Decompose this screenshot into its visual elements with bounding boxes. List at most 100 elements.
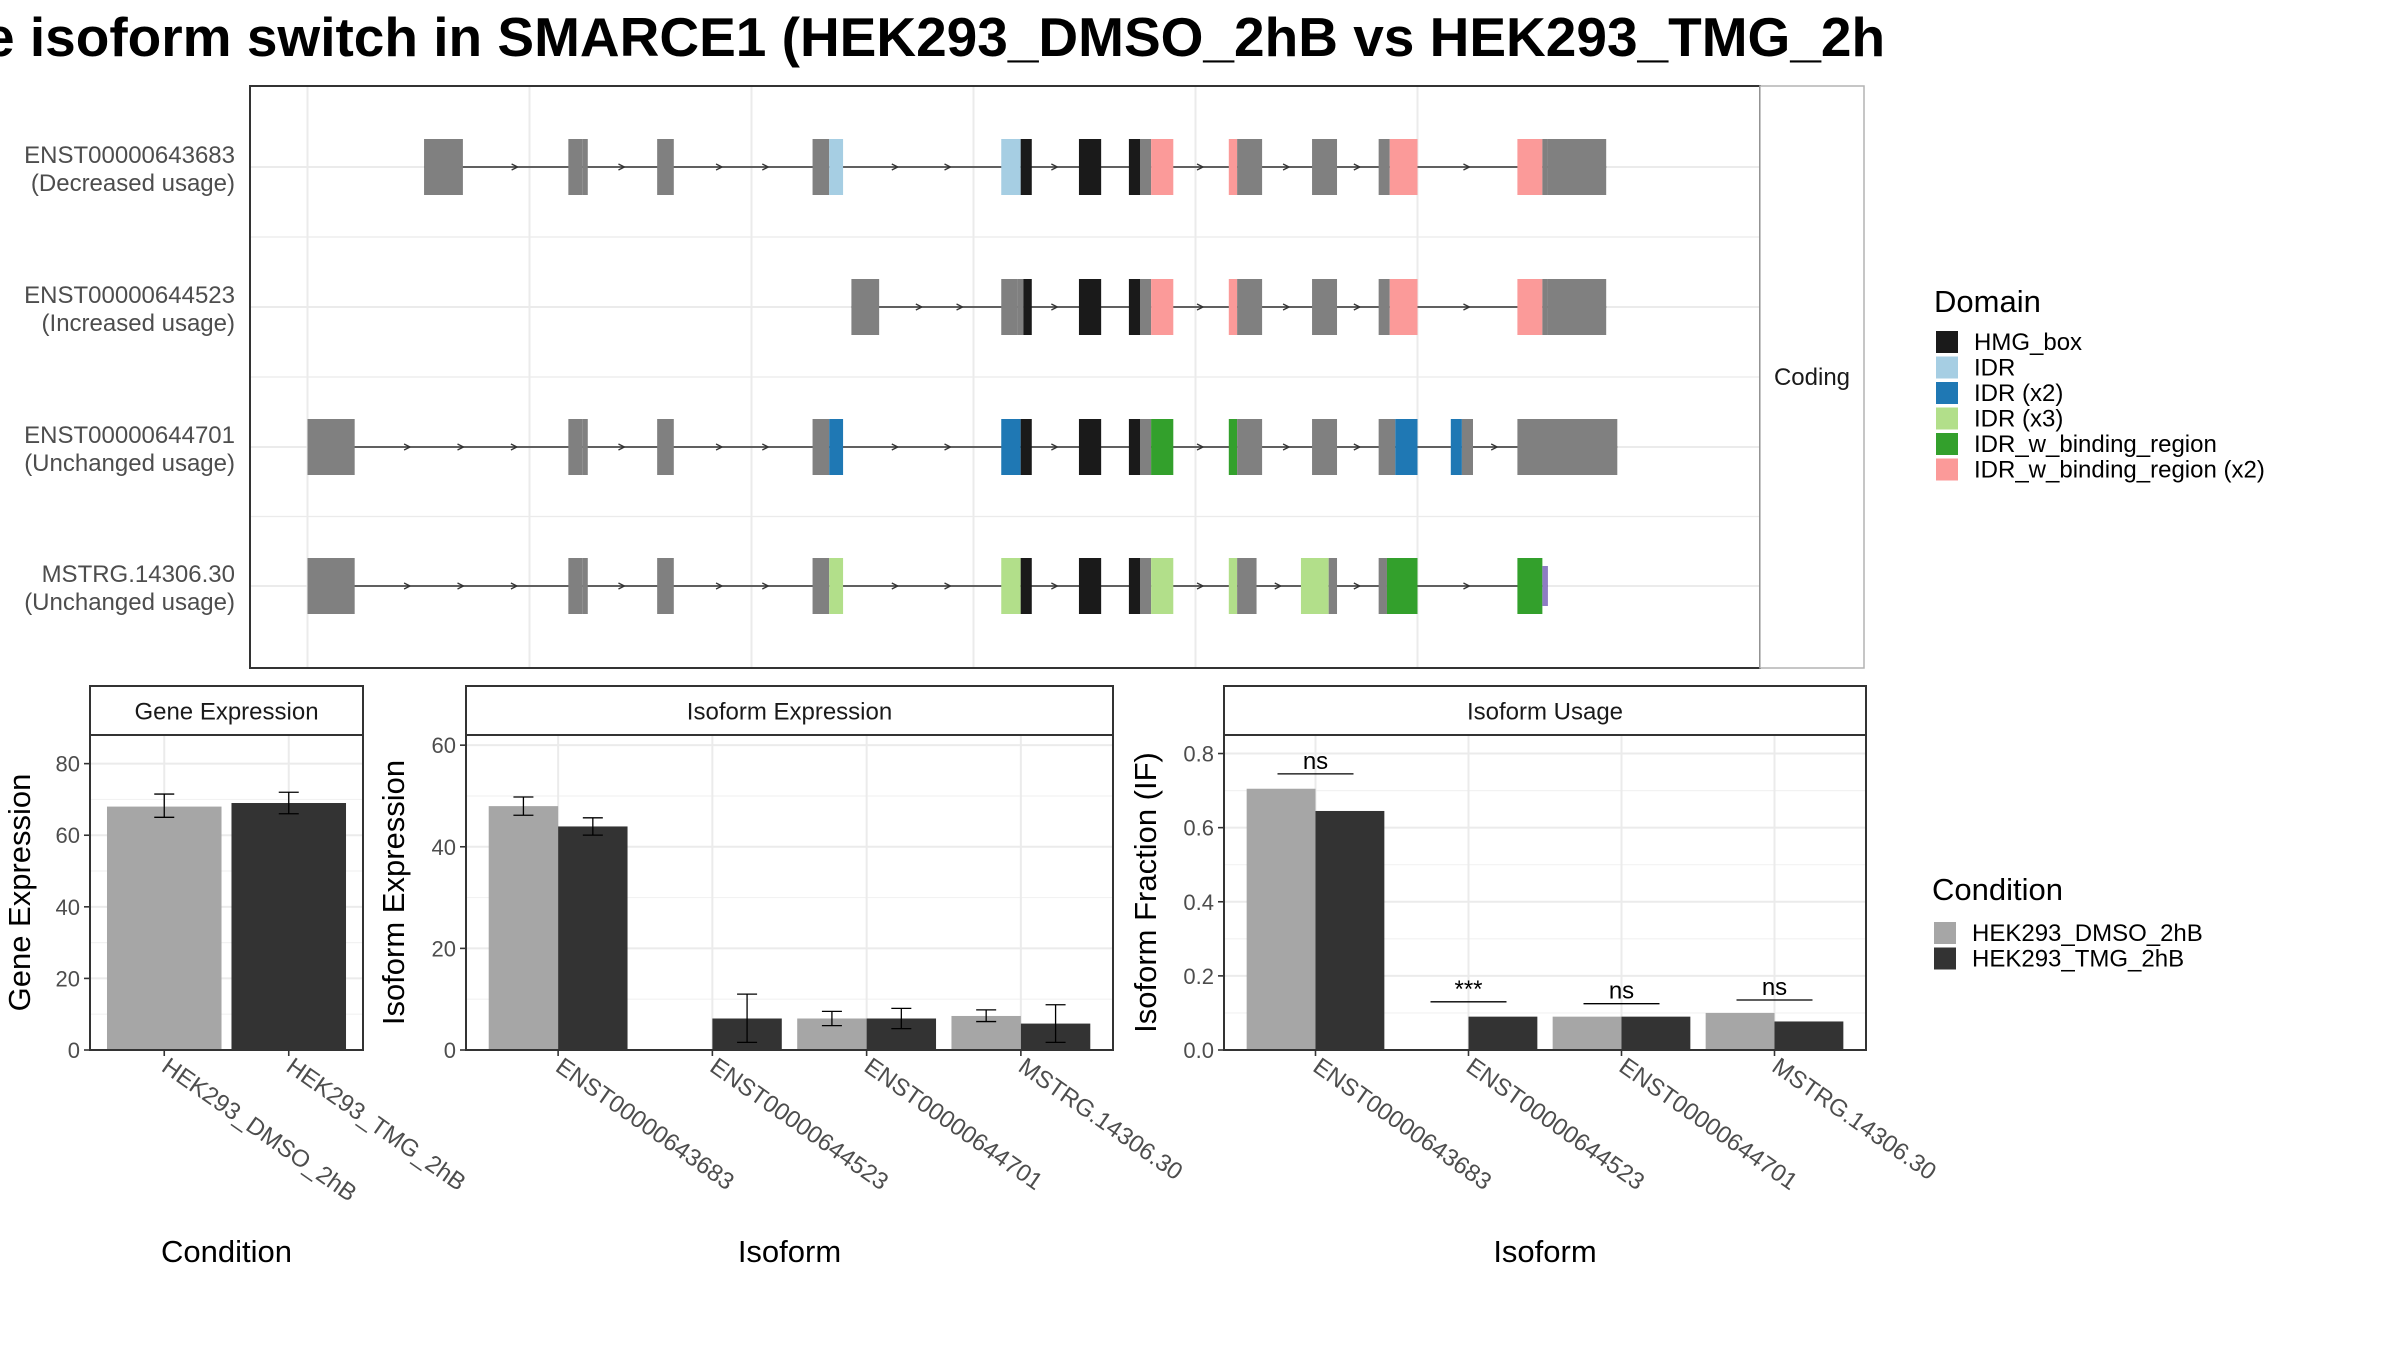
intron-direction-arrow — [1051, 582, 1059, 590]
transcript-track — [851, 279, 1607, 335]
x-tick-label: MSTRG.14306.30 — [1013, 1053, 1187, 1186]
significance-label: ns — [1762, 974, 1787, 1001]
transcript-id-label: ENST00000643683 — [24, 142, 235, 169]
transcript-id-label: MSTRG.14306.30 — [42, 561, 235, 588]
x-tick-label: MSTRG.14306.30 — [1767, 1053, 1941, 1186]
domain-exon — [1020, 139, 1032, 195]
intron-direction-arrow — [956, 303, 965, 311]
exon — [657, 139, 674, 195]
x-axis-title: Isoform — [738, 1234, 841, 1269]
bar — [1246, 788, 1316, 1050]
intron-direction-arrow — [762, 582, 770, 590]
exon — [1140, 419, 1152, 475]
exon — [1378, 558, 1387, 614]
intron-direction-arrow — [510, 443, 519, 451]
bar — [1468, 1016, 1538, 1050]
y-tick-label: 20 — [432, 936, 456, 961]
y-tick-label: 0 — [68, 1038, 80, 1063]
exon — [1378, 419, 1396, 475]
intron-direction-arrow — [618, 443, 626, 451]
y-tick-label: 80 — [56, 752, 80, 777]
legend-swatch — [1936, 458, 1958, 481]
exon — [1542, 139, 1548, 195]
intron-direction-arrow — [1274, 582, 1283, 590]
intron-direction-arrow — [891, 443, 900, 451]
intron-direction-arrow — [1051, 443, 1059, 451]
domain-exon — [1450, 419, 1462, 475]
domain-exon — [1517, 558, 1543, 614]
y-axis-title: Gene Expression — [2, 774, 37, 1012]
exon — [657, 558, 674, 614]
exon — [1547, 279, 1607, 335]
exon — [1001, 279, 1018, 335]
domain-exon — [1001, 139, 1021, 195]
y-tick-label: 60 — [432, 733, 456, 758]
intron-direction-arrow — [1353, 582, 1362, 590]
y-tick-label: 0.8 — [1183, 742, 1214, 767]
intron-direction-arrow — [915, 303, 924, 311]
intron-direction-arrow — [1196, 163, 1205, 171]
legend-swatch — [1936, 407, 1958, 430]
transcript-track — [424, 139, 1607, 195]
domain-exon — [1386, 558, 1418, 614]
isoform-expression-panel: 0204060ENST00000643683ENST00000644523ENS… — [376, 685, 1187, 1269]
domain-exon — [1389, 279, 1418, 335]
exon — [657, 419, 674, 475]
exon — [812, 558, 830, 614]
exon — [1237, 279, 1263, 335]
transcript-track — [307, 558, 1548, 614]
intron-direction-arrow — [1490, 443, 1499, 451]
domain-exon — [1020, 558, 1032, 614]
exon — [1542, 279, 1548, 335]
domain-exon — [1151, 419, 1174, 475]
domain-exon — [1128, 139, 1140, 195]
significance-label: *** — [1454, 976, 1482, 1003]
intron-direction-arrow — [457, 443, 465, 451]
legend-swatch — [1936, 433, 1958, 455]
domain-exon — [1128, 419, 1140, 475]
bar — [106, 806, 222, 1050]
legend-label: HEK293_TMG_2hB — [1972, 946, 2184, 973]
intron-direction-arrow — [1463, 163, 1471, 171]
legend-swatch — [1936, 356, 1958, 379]
transcript-id-label: ENST00000644523 — [24, 282, 235, 309]
bar — [1774, 1021, 1844, 1050]
exon — [1461, 419, 1473, 475]
intron-direction-arrow — [715, 582, 724, 590]
domain-exon — [1078, 558, 1102, 614]
intron-direction-arrow — [510, 582, 519, 590]
intron-direction-arrow — [1051, 303, 1059, 311]
significance-label: ns — [1303, 748, 1328, 775]
intron-direction-arrow — [715, 443, 724, 451]
domain-exon — [1228, 279, 1238, 335]
intron-direction-arrow — [618, 163, 626, 171]
domain-exon — [1395, 419, 1418, 475]
transcript-usage-label: (Unchanged usage) — [24, 589, 235, 616]
intron-direction-arrow — [891, 582, 900, 590]
exon — [568, 419, 583, 475]
transcript-usage-label: (Decreased usage) — [31, 170, 235, 197]
intron-direction-arrow — [1282, 163, 1291, 171]
domain-exon — [829, 558, 844, 614]
y-axis-title: Isoform Expression — [376, 760, 411, 1025]
bar — [231, 803, 347, 1050]
bar — [1315, 810, 1385, 1050]
y-tick-label: 0.2 — [1183, 964, 1214, 989]
domain-exon — [1078, 139, 1102, 195]
x-axis-title: Isoform — [1493, 1234, 1596, 1269]
strip-label: Coding — [1774, 364, 1850, 391]
exon — [1237, 139, 1263, 195]
transcript-id-label: ENST00000644701 — [24, 422, 235, 449]
intron-direction-arrow — [618, 582, 626, 590]
domain-exon — [829, 139, 844, 195]
legend-swatch — [1936, 382, 1958, 404]
intron-direction-arrow — [1196, 303, 1205, 311]
legend-title: Condition — [1932, 872, 2063, 907]
transcript-usage-label: (Unchanged usage) — [24, 450, 235, 477]
x-axis-title: Condition — [161, 1234, 292, 1269]
y-tick-label: 0.6 — [1183, 816, 1214, 841]
exon — [812, 419, 830, 475]
exon — [1542, 566, 1548, 606]
exon — [1547, 139, 1607, 195]
exon — [582, 139, 588, 195]
